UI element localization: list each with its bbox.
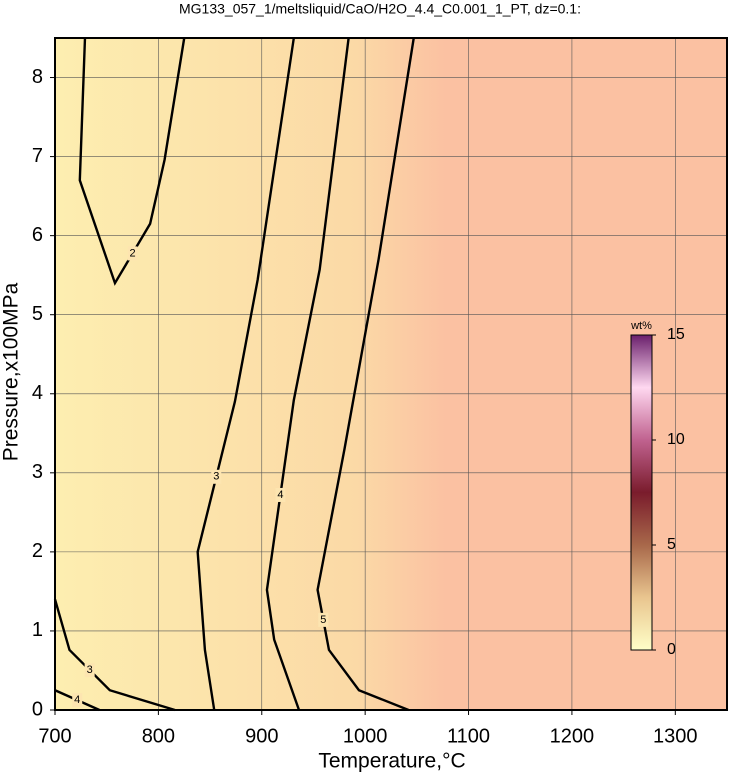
colorbar-tick-label: 15 [667,326,685,343]
x-tick-label: 800 [142,725,175,747]
contour-label-bg [275,487,286,502]
contour-label: 3 [87,664,93,676]
plot-background [55,38,727,710]
y-tick-label: 8 [32,66,43,88]
colorbar-label: wt% [630,320,652,332]
colorbar-tick-label: 5 [667,536,676,553]
contour-label: 4 [277,489,283,501]
colorbar-tick-label: 10 [667,431,685,448]
contour-label: 5 [320,614,326,626]
contour-label-bg [127,246,138,261]
x-tick-label: 1300 [653,725,698,747]
x-tick-label: 1000 [343,725,388,747]
colorbar-tick-label: 0 [667,641,676,658]
contour-label-bg [84,663,95,678]
y-tick-label: 2 [32,540,43,562]
x-tick-label: 900 [245,725,278,747]
contour-label-bg [318,612,329,627]
contour-line [316,37,415,712]
contour-label: 4 [74,694,80,706]
y-tick-label: 0 [32,698,43,720]
chart-title: MG133_057_1/meltsliquid/CaO/H2O_4.4_C0.0… [179,1,581,17]
contour-label: 3 [213,471,219,483]
contour-label: 2 [129,247,135,259]
y-tick-label: 1 [32,619,43,641]
contour-label-bg [211,469,222,484]
y-tick-label: 3 [32,461,43,483]
plot-frame [54,37,728,711]
x-axis-label: Temperature,°C [318,750,465,773]
x-tick-label: 1200 [550,725,595,747]
x-tick-label: 700 [38,725,71,747]
contour-label-bg [72,693,83,708]
colorbar [630,334,653,651]
y-tick-label: 7 [32,145,43,167]
y-tick-label: 4 [32,382,43,404]
y-axis-label: Pressure,x100MPa [0,282,23,461]
y-tick-label: 5 [32,303,43,325]
x-tick-label: 1100 [447,725,490,747]
y-tick-label: 6 [32,224,43,246]
